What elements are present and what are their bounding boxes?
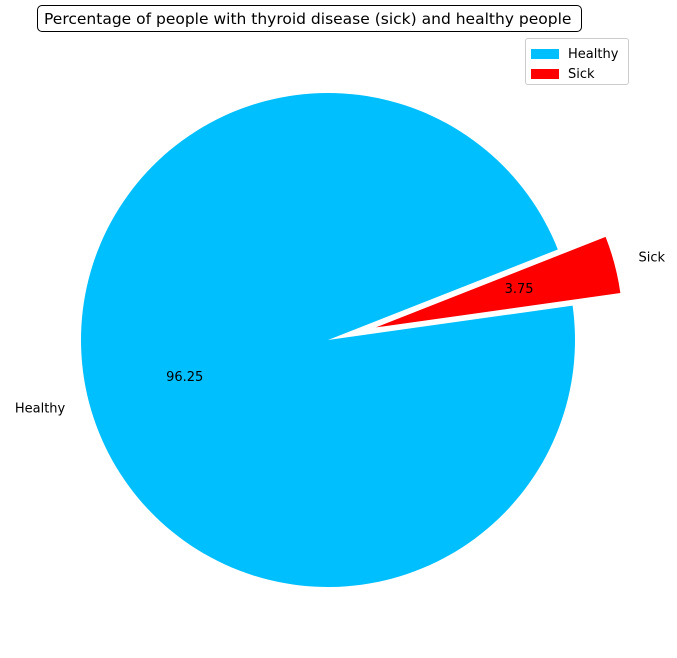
legend-swatch-sick <box>531 69 559 79</box>
legend-label-sick: Sick <box>568 66 595 82</box>
legend-entry-sick: Sick <box>531 64 628 84</box>
legend-label-healthy: Healthy <box>568 46 619 62</box>
slice-label-healthy: Healthy <box>15 402 66 417</box>
slice-label-sick: Sick <box>639 251 666 266</box>
legend: Healthy Sick <box>525 38 629 85</box>
slice-pct-label-sick: 3.75 <box>505 282 534 297</box>
pie-slice-healthy <box>81 92 575 587</box>
pie-slice-sick <box>375 236 621 328</box>
legend-swatch-healthy <box>531 49 559 59</box>
legend-entry-healthy: Healthy <box>531 44 628 64</box>
chart-title: Percentage of people with thyroid diseas… <box>37 5 583 32</box>
slice-pct-label-healthy: 96.25 <box>166 370 203 385</box>
chart-title-text: Percentage of people with thyroid diseas… <box>44 9 572 28</box>
